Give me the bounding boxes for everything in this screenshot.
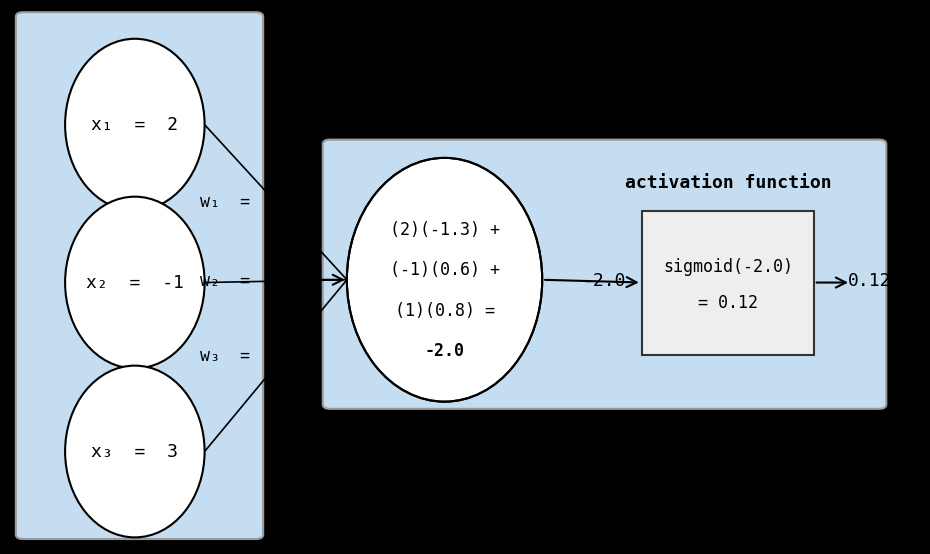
Text: (-1)(0.6) +: (-1)(0.6) + <box>390 261 499 279</box>
Text: 0.12: 0.12 <box>848 272 891 290</box>
Text: -2.0: -2.0 <box>424 342 465 360</box>
Text: x₃  =  3: x₃ = 3 <box>91 443 179 460</box>
Ellipse shape <box>65 39 205 211</box>
FancyBboxPatch shape <box>323 140 886 409</box>
Text: w₁  =  -1.3: w₁ = -1.3 <box>200 193 310 211</box>
Text: x₂  =  -1: x₂ = -1 <box>86 274 184 291</box>
Ellipse shape <box>347 158 542 402</box>
Text: activation function: activation function <box>625 174 831 192</box>
Ellipse shape <box>65 197 205 368</box>
FancyBboxPatch shape <box>16 12 263 539</box>
Text: w₂  =  0.6: w₂ = 0.6 <box>200 273 300 290</box>
Text: sigmoid(-2.0): sigmoid(-2.0) <box>663 258 793 276</box>
Text: x₁  =  2: x₁ = 2 <box>91 116 179 134</box>
Text: (1)(0.8) =: (1)(0.8) = <box>394 302 495 320</box>
Text: -2.0: -2.0 <box>583 272 626 290</box>
Ellipse shape <box>65 366 205 537</box>
Text: w₃  =  0.4: w₃ = 0.4 <box>200 347 300 365</box>
FancyBboxPatch shape <box>642 211 814 355</box>
Text: = 0.12: = 0.12 <box>698 294 758 312</box>
Text: (2)(-1.3) +: (2)(-1.3) + <box>390 221 499 239</box>
